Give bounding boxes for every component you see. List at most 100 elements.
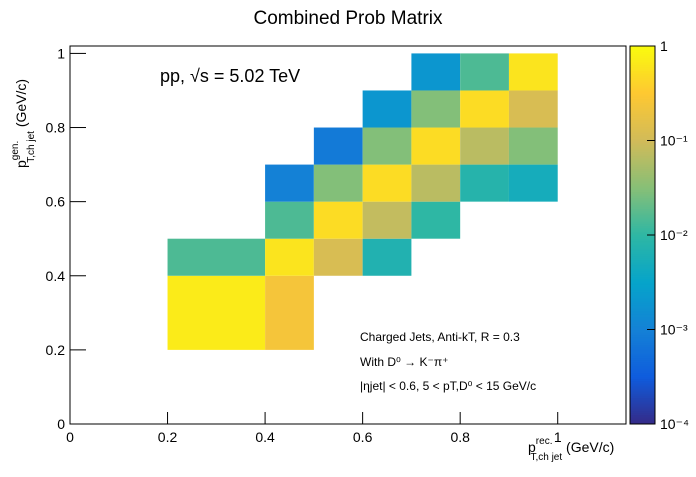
colorbar-step — [630, 372, 655, 376]
colorbar-step — [630, 389, 655, 393]
colorbar-step — [630, 210, 655, 213]
colorbar-step — [630, 267, 655, 270]
axis-label-sub: T,ch jet — [26, 131, 37, 163]
colorbar-step — [630, 74, 655, 77]
y-tick-label: 0.8 — [46, 120, 66, 136]
colorbar-step — [630, 340, 655, 344]
colorbar-step — [630, 235, 655, 238]
colorbar-step — [630, 406, 655, 410]
cell — [362, 201, 412, 239]
colorbar-step — [630, 384, 655, 387]
cell — [313, 127, 363, 165]
colorbar-step — [630, 374, 655, 378]
colorbar-step — [630, 95, 655, 98]
colorbar-step — [630, 221, 655, 225]
colorbar-step — [630, 293, 655, 296]
colorbar-step — [630, 136, 655, 140]
colorbar-step — [630, 208, 655, 211]
colorbar-step — [630, 165, 655, 168]
colorbar-step — [630, 403, 655, 406]
colorbar-step — [630, 170, 655, 174]
colorbar-step — [630, 72, 655, 75]
cell — [313, 238, 363, 276]
colorbar-step — [630, 204, 655, 208]
colorbar-step — [630, 85, 655, 89]
colorbar-step — [630, 295, 655, 298]
axis-label-unit: (GeV/c) — [562, 439, 614, 455]
colorbar-step — [630, 108, 655, 111]
colorbar-step — [630, 380, 655, 383]
colorbar-step — [630, 193, 655, 196]
colorbar-step — [630, 80, 655, 83]
colorbar-step — [630, 327, 655, 330]
colorbar-step — [630, 299, 655, 302]
colorbar-step — [630, 287, 655, 291]
colorbar-step — [630, 286, 655, 289]
colorbar-step — [630, 187, 655, 191]
colorbar-step — [630, 216, 655, 219]
colorbar-step — [630, 51, 655, 55]
colorbar-step — [630, 405, 655, 408]
colorbar-step — [630, 91, 655, 94]
colorbar-step — [630, 257, 655, 261]
cell — [265, 164, 314, 202]
axis-label-main: p — [13, 160, 29, 168]
colorbar-step — [630, 284, 655, 287]
colorbar-step — [630, 153, 655, 157]
colorbar-step — [630, 63, 655, 66]
colorbar-step — [630, 110, 655, 113]
colorbar-step — [630, 102, 655, 106]
colorbar-step — [630, 66, 655, 70]
colorbar-step — [630, 114, 655, 117]
cell — [362, 127, 412, 165]
colorbar-step — [630, 350, 655, 353]
colorbar-step — [630, 140, 655, 143]
colorbar-step — [630, 157, 655, 160]
colorbar-step — [630, 178, 655, 181]
colorbar-step — [630, 355, 655, 359]
colorbar-step — [630, 70, 655, 73]
colorbar-step — [630, 272, 655, 276]
cell — [508, 127, 558, 165]
colorbar-step — [630, 238, 655, 242]
colorbar-step — [630, 397, 655, 400]
colorbar-step — [630, 168, 655, 172]
colorbar-tick-label: 10⁻⁴ — [660, 416, 689, 432]
colorbar-step — [630, 291, 655, 295]
colorbar-step — [630, 246, 655, 249]
colorbar-step — [630, 49, 655, 53]
colorbar-step — [630, 401, 655, 404]
colorbar-step — [630, 399, 655, 402]
annotation: pp, √s = 5.02 TeV — [160, 66, 300, 86]
colorbar-step — [630, 93, 655, 96]
cell — [362, 90, 412, 128]
colorbar-step — [630, 363, 655, 366]
colorbar-step — [630, 329, 655, 332]
colorbar-step — [630, 98, 655, 102]
colorbar-tick-label: 10⁻¹ — [660, 133, 688, 149]
colorbar-step — [630, 131, 655, 134]
colorbar-step — [630, 202, 655, 206]
colorbar-step — [630, 270, 655, 274]
colorbar-step — [630, 176, 655, 179]
colorbar-step — [630, 46, 655, 49]
colorbar-step — [630, 78, 655, 81]
colorbar-step — [630, 359, 655, 363]
colorbar-step — [630, 115, 655, 119]
colorbar-step — [630, 335, 655, 338]
cell — [508, 53, 558, 91]
colorbar-step — [630, 371, 655, 374]
colorbar-step — [630, 119, 655, 123]
colorbar-step — [630, 255, 655, 259]
colorbar-step — [630, 367, 655, 370]
colorbar-step — [630, 278, 655, 281]
x-tick-label: 0.6 — [353, 429, 373, 445]
colorbar-step — [630, 97, 655, 100]
colorbar-step — [630, 420, 655, 423]
colorbar-step — [630, 412, 655, 416]
colorbar-step — [630, 55, 655, 58]
colorbar-step — [630, 236, 655, 240]
colorbar-step — [630, 146, 655, 149]
colorbar-step — [630, 395, 655, 399]
colorbar-step — [630, 59, 655, 62]
